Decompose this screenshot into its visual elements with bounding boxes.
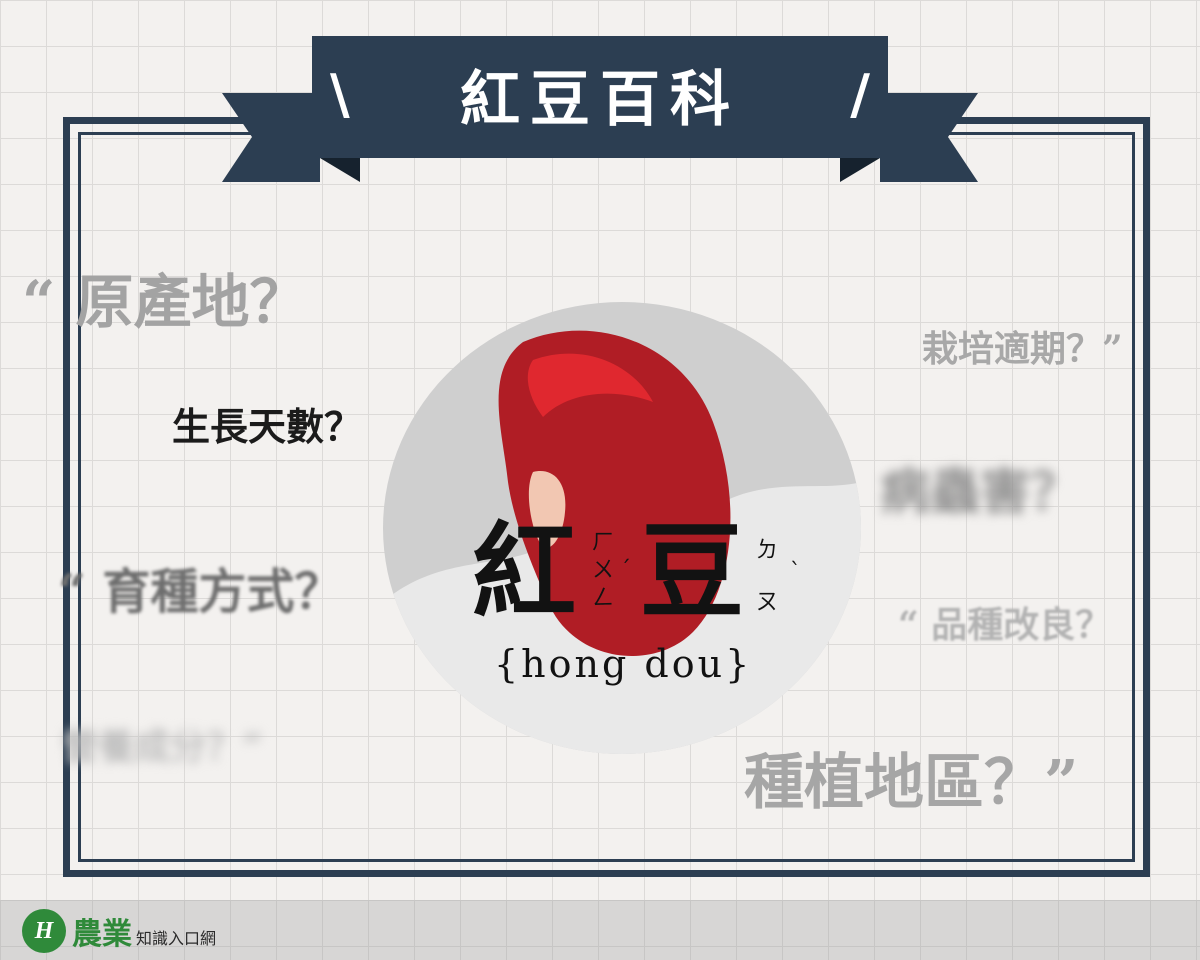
bean-illustration	[383, 330, 861, 754]
title-left-slash: \	[330, 62, 350, 126]
footer-band	[0, 900, 1200, 960]
bean-body	[498, 330, 731, 656]
pinyin-label: {hong dou}	[494, 642, 753, 686]
zhuyin-dou-tone: ˋ	[790, 560, 801, 585]
zhuyin-hong-3: ㄥ	[592, 586, 615, 611]
logo-badge-icon: H	[22, 909, 66, 953]
ribbon-left-tail	[222, 93, 320, 182]
question-planting-area: 種植地區？”	[744, 748, 1079, 818]
ribbon-right-fold	[840, 158, 880, 182]
bean-highlight	[527, 353, 653, 417]
site-logo[interactable]: H 農業 知識入口網	[22, 906, 216, 956]
zhuyin-dou-2: ㄡ	[756, 590, 779, 615]
zhuyin-hong-tone: ˊ	[620, 558, 631, 583]
question-variety-improvement: “ 品種改良？	[898, 604, 1112, 646]
question-growth-days: 生長天數？	[172, 404, 363, 449]
question-breeding: “ 育種方式？	[58, 564, 343, 620]
logo-sub-text: 知識入口網	[136, 929, 217, 948]
zhuyin-hong-2: ㄨ	[592, 558, 615, 583]
ribbon-left-fold	[320, 158, 360, 182]
bean-hilum	[528, 471, 566, 548]
question-origin: “ 原產地？	[22, 268, 308, 336]
page-title: \ 紅豆百科 /	[330, 42, 870, 146]
question-pests: 病蟲害？	[880, 462, 1080, 521]
question-cultivation-period: 栽培適期？”	[922, 328, 1123, 370]
ribbon-right-tail	[880, 93, 978, 182]
ribbon-body	[312, 36, 888, 158]
main-character-dou: 豆	[640, 510, 745, 633]
title-right-slash: /	[850, 62, 870, 126]
title-text: 紅豆百科	[460, 64, 740, 135]
main-character-hong: 紅	[472, 510, 577, 633]
question-nutrition: 營養成分？”	[62, 726, 263, 768]
center-circle	[383, 302, 861, 754]
zhuyin-hong-1: ㄏ	[592, 530, 615, 555]
zhuyin-dou-1: ㄉ	[756, 538, 779, 563]
logo-main-text: 農業	[72, 917, 132, 952]
